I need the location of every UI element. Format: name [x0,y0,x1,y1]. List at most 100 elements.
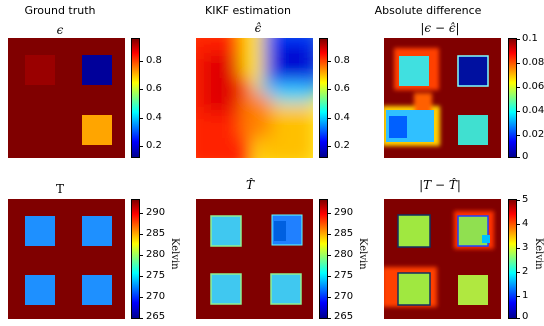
patch-top-left [25,55,55,85]
patch-top-right-core [274,221,286,241]
colorbar-tick-label: 285 [334,228,353,239]
region-red-core [201,53,241,113]
colorbar-tick [517,248,520,249]
colorbar-eps-diff [508,38,517,158]
heatmap-temp-ground-truth [8,199,125,319]
colorbar-tick [328,146,331,147]
eps-hat-title: ϵ̂ [198,21,318,35]
colorbar-tick-label: 275 [334,270,353,281]
eps-diff-title: |ϵ − ϵ̂| [380,21,500,35]
colorbar-tick-label: 1 [522,290,528,301]
colorbar-tick-label: 280 [334,249,353,260]
colorbar-tick-label: 0 [522,311,528,322]
colorbar-tick [517,135,520,136]
colorbar-tick-label: 0.02 [522,129,544,140]
heatmap-temp-estimation [196,199,313,319]
colorbar-tick-label: 3 [522,242,528,253]
colorbar-tick-label: 275 [146,270,165,281]
colorbar-tick-label: 265 [146,311,165,322]
patch-bottom-left-core [389,116,407,138]
colorbar-tick-label: 0.1 [522,33,538,44]
colorbar-tick-label: 0.6 [334,83,350,94]
region-yellow-top [241,38,266,78]
temp-title: T [0,182,120,196]
colorbar-tick [517,224,520,225]
colorbar-tick-label: 0.4 [334,112,350,123]
colorbar-tick-label: 0.8 [334,55,350,66]
heatmap-eps-difference [384,38,501,158]
colorbar-tick [140,318,143,319]
colorbar-tick [328,213,331,214]
colorbar-temp-hat [319,199,328,319]
colorbar-tick [517,296,520,297]
colorbar-tick [517,157,520,158]
patch-top-right-edge [482,235,490,243]
colorbar-tick-label: 285 [146,228,165,239]
colorbar-unit-label: Kelvin [533,238,544,270]
column-title-absolute-difference: Absolute difference [338,4,518,17]
patch-top-left [398,215,430,247]
colorbar-tick-label: 265 [334,311,353,322]
colorbar-tick-label: 0.6 [146,83,162,94]
colorbar-unit-label: Kelvin [357,238,368,270]
colorbar-tick [328,61,331,62]
patch-bottom-right [458,115,488,145]
patch-bottom-left [398,273,430,305]
colorbar-temp-diff [508,199,517,319]
colorbar-tick-label: 0.06 [522,81,544,92]
patch-bottom-right [271,274,301,304]
patch-top-right [82,216,112,246]
colorbar-tick [328,255,331,256]
colorbar-tick-label: 290 [146,207,165,218]
colorbar-tick [517,111,520,112]
colorbar-tick [517,87,520,88]
colorbar-tick-label: 290 [334,207,353,218]
colorbar-tick-label: 0.08 [522,57,544,68]
colorbar-tick [328,318,331,319]
temp-hat-title: T̂ [190,178,310,192]
colorbar-temp [131,199,140,319]
patch-top-right [458,56,488,86]
colorbar-tick-label: 0.2 [146,140,162,151]
colorbar-tick [517,200,520,201]
colorbar-tick-label: 2 [522,266,528,277]
colorbar-tick-label: 0.4 [146,112,162,123]
colorbar-tick-label: 0.2 [334,140,350,151]
colorbar-tick [140,213,143,214]
patch-bottom-left [211,274,241,304]
colorbar-tick-label: 0.04 [522,105,544,116]
temp-diff-title: |T − T̂| [380,178,500,192]
column-title-kikf-estimation: KIKF estimation [158,4,338,17]
colorbar-tick [140,61,143,62]
patch-bottom-left [25,275,55,305]
region-blue-core [274,43,313,78]
colorbar-tick [140,234,143,235]
column-title-ground-truth: Ground truth [0,4,150,17]
colorbar-tick [328,234,331,235]
colorbar-tick-label: 5 [522,194,528,205]
colorbar-tick [140,276,143,277]
colorbar-tick [328,276,331,277]
colorbar-tick [140,146,143,147]
colorbar-tick [328,89,331,90]
patch-top-left [211,216,241,246]
colorbar-tick-label: 280 [146,249,165,260]
heatmap-temp-difference [384,199,501,319]
patch-top-left [25,216,55,246]
patch-bottom-right [82,275,112,305]
colorbar-tick-label: 4 [522,218,528,229]
colorbar-tick [517,272,520,273]
colorbar-tick-label: 270 [146,291,165,302]
colorbar-unit-label: Kelvin [169,238,180,270]
colorbar-tick [517,39,520,40]
colorbar-tick [140,118,143,119]
colorbar-eps [131,38,140,158]
colorbar-tick [517,63,520,64]
colorbar-tick [328,118,331,119]
colorbar-tick [140,255,143,256]
colorbar-tick-label: 270 [334,291,353,302]
eps-title: ϵ [0,23,120,37]
colorbar-tick [140,89,143,90]
colorbar-eps-hat [319,38,328,158]
colorbar-tick [140,297,143,298]
